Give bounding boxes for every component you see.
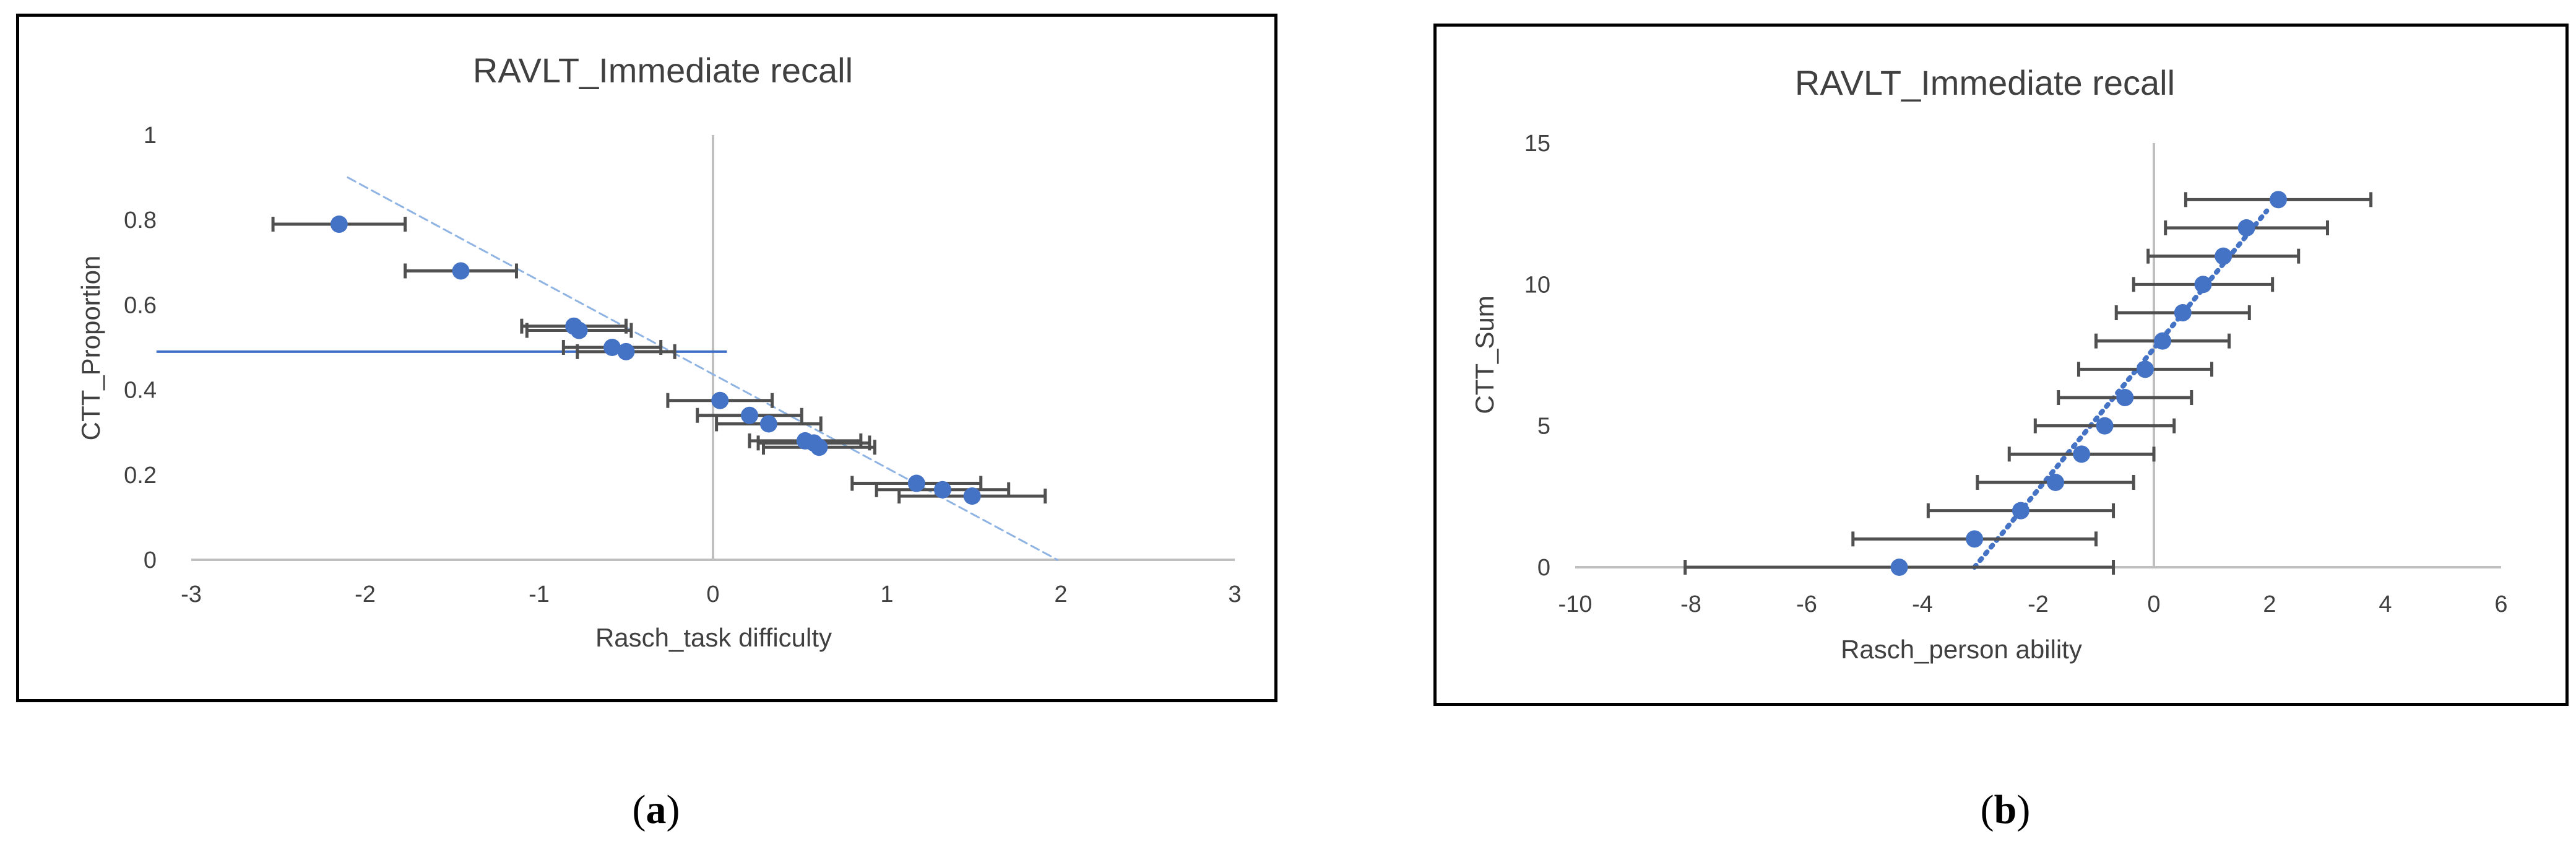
data-point xyxy=(2116,389,2134,406)
x-tick-label: -6 xyxy=(1796,591,1817,617)
x-tick-label: 6 xyxy=(2494,591,2507,617)
data-point xyxy=(2073,445,2091,463)
y-tick-label: 0 xyxy=(144,547,157,573)
chart-a-svg: RAVLT_Immediate recall -3 -2 -1 0 1 2 3 0 0.2 0.4 0… xyxy=(76,51,1242,652)
x-tick-label: 2 xyxy=(2263,591,2276,617)
data-point xyxy=(2174,304,2192,321)
y-axis-label: CTT_Proportion xyxy=(76,256,105,441)
y-tick-label: 0.6 xyxy=(124,292,157,318)
chart-panel-a: RAVLT_Immediate recall -3 -2 -1 0 1 2 3 0 0.2 0.4 0… xyxy=(16,14,1277,702)
x-tick-label: 0 xyxy=(706,581,719,607)
data-point xyxy=(2154,332,2172,350)
data-point xyxy=(1966,530,1984,548)
y-tick-label: 0 xyxy=(1537,555,1550,581)
data-point xyxy=(759,415,777,433)
y-tick-label: 15 xyxy=(1524,131,1550,157)
y-tick-label: 0.8 xyxy=(124,207,157,233)
chart-title: RAVLT_Immediate recall xyxy=(473,51,853,90)
x-tick-label: -3 xyxy=(181,581,202,607)
x-tick-label: 3 xyxy=(1228,581,1241,607)
caption-b-letter: b xyxy=(1994,787,2017,832)
x-tick-label: -1 xyxy=(529,581,550,607)
x-tick-label: -2 xyxy=(2028,591,2049,617)
data-point xyxy=(570,321,588,339)
y-tick-label: 5 xyxy=(1537,414,1550,440)
x-tick-label: -2 xyxy=(355,581,376,607)
data-point xyxy=(2047,474,2065,491)
x-tick-label: 4 xyxy=(2379,591,2392,617)
chart-panel-b: RAVLT_Immediate recall -10 -8 -6 -4 -2 0 2 4 6 0 5 1… xyxy=(1433,24,2569,706)
data-point xyxy=(603,339,621,356)
data-point xyxy=(1890,559,1908,576)
chart-b-svg: RAVLT_Immediate recall -10 -8 -6 -4 -2 0 2 4 6 0 5 1… xyxy=(1470,63,2508,664)
data-point xyxy=(2237,219,2255,237)
data-point xyxy=(2096,417,2114,435)
data-point xyxy=(2136,360,2154,378)
y-tick-label: 0.2 xyxy=(124,463,157,489)
data-point xyxy=(2270,191,2288,209)
x-tick-label: -10 xyxy=(1558,591,1593,617)
trendline xyxy=(347,176,1058,561)
y-tick-label: 1 xyxy=(144,123,157,149)
x-tick-label: 0 xyxy=(2147,591,2160,617)
x-axis-label: Rasch_person ability xyxy=(1841,635,2082,664)
y-tick-label: 10 xyxy=(1524,272,1550,298)
x-tick-label: 1 xyxy=(880,581,893,607)
data-point xyxy=(963,487,981,505)
data-point xyxy=(452,262,470,280)
data-point xyxy=(741,406,759,424)
data-point xyxy=(810,438,828,456)
data-point xyxy=(711,391,729,409)
caption-b: (b) xyxy=(1980,787,2031,832)
x-tick-label: -8 xyxy=(1680,591,1701,617)
y-tick-label: 0.4 xyxy=(124,378,157,404)
data-point xyxy=(907,474,925,492)
x-tick-label: 2 xyxy=(1054,581,1067,607)
x-axis-label: Rasch_task difficulty xyxy=(595,623,832,652)
y-axis-label: CTT_Sum xyxy=(1470,295,1499,414)
data-point xyxy=(2215,247,2232,265)
data-point xyxy=(330,215,348,233)
data-point xyxy=(933,481,951,498)
data-point xyxy=(2012,502,2029,520)
data-point xyxy=(2194,276,2212,294)
caption-a-letter: a xyxy=(646,787,667,832)
caption-a: (a) xyxy=(632,787,680,832)
x-tick-label: -4 xyxy=(1912,591,1933,617)
data-point xyxy=(617,342,635,360)
chart-title: RAVLT_Immediate recall xyxy=(1795,63,2175,102)
